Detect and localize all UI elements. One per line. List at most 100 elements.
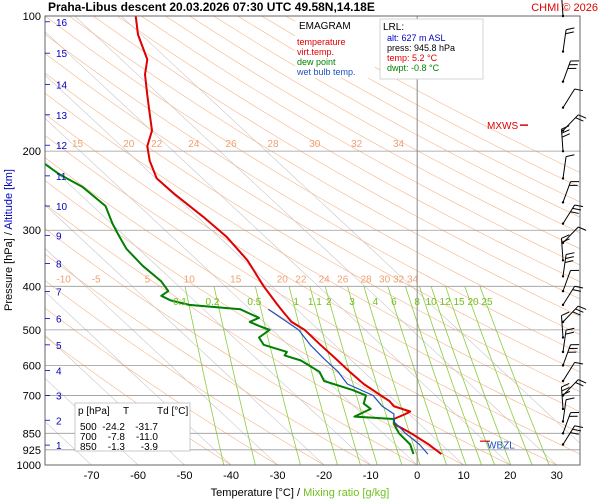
wind-barb bbox=[560, 234, 570, 262]
table-cell: -24.2 bbox=[102, 422, 125, 433]
x-tick-label: -20 bbox=[316, 470, 332, 482]
wind-barb bbox=[561, 204, 584, 225]
wind-barb-flag bbox=[561, 133, 571, 138]
wind-barb bbox=[561, 285, 584, 307]
wind-barb-flag bbox=[572, 428, 582, 432]
theta-label: 30 bbox=[309, 139, 321, 150]
theta-label: 26 bbox=[337, 274, 349, 285]
pressure-tick-label: 850 bbox=[23, 428, 41, 440]
wind-barb-flag bbox=[574, 285, 584, 289]
theta-label: 26 bbox=[226, 139, 238, 150]
wind-barb-flag bbox=[570, 412, 580, 414]
x-tick-label: -30 bbox=[270, 470, 286, 482]
theta-label: 34 bbox=[393, 139, 405, 150]
wind-barb-flag bbox=[575, 117, 584, 122]
dry-adiabat-line bbox=[165, 16, 580, 250]
wind-barb bbox=[561, 181, 580, 204]
theta-label: -10 bbox=[56, 274, 71, 285]
data-table-box bbox=[74, 402, 191, 452]
wind-barb-flag bbox=[565, 27, 575, 31]
wind-barb-base bbox=[561, 443, 565, 446]
altitude-tick-label: 5 bbox=[56, 341, 62, 352]
wind-barb-flag bbox=[569, 415, 578, 417]
theta-label: 28 bbox=[360, 274, 372, 285]
table-cell: -31.7 bbox=[135, 422, 158, 433]
wind-barb-shaft bbox=[560, 0, 564, 17]
mixing-ratio-label: 20 bbox=[467, 297, 479, 308]
pressure-tick-label: 1000 bbox=[17, 460, 41, 472]
wind-barb-base bbox=[561, 50, 565, 53]
x-axis-title-temperature: Temperature [°C] bbox=[211, 487, 297, 499]
theta-label: 15 bbox=[72, 139, 84, 150]
altitude-tick-label: 16 bbox=[56, 18, 68, 29]
wind-barb-base bbox=[561, 106, 565, 109]
dry-adiabat-line bbox=[92, 16, 580, 300]
theta-label: -5 bbox=[92, 274, 101, 285]
wind-barb-flag bbox=[572, 207, 582, 211]
wind-barb-flag bbox=[565, 331, 574, 335]
wind-barb-base bbox=[561, 129, 565, 132]
wind-barb-flag bbox=[570, 60, 580, 62]
theta-label: 24 bbox=[188, 139, 200, 150]
wind-barb-base bbox=[561, 222, 565, 225]
wind-barb-base bbox=[561, 275, 565, 278]
y-axis-title-pressure: Pressure [hPa] bbox=[3, 235, 15, 311]
table-cell: 500 bbox=[80, 422, 97, 433]
series-line-temperature bbox=[134, 16, 443, 455]
theta-label: 28 bbox=[267, 139, 279, 150]
altitude-tick-label: 11 bbox=[56, 172, 67, 183]
table-cell: -3.9 bbox=[141, 442, 159, 453]
wind-barb-flag bbox=[578, 305, 587, 310]
wind-barb bbox=[561, 269, 580, 293]
altitude-tick-label: 9 bbox=[56, 231, 62, 242]
wind-barb bbox=[561, 305, 587, 324]
dry-adiabat-line bbox=[141, 16, 580, 266]
lrl-heading: LRL: bbox=[383, 22, 404, 33]
dry-adiabat-line bbox=[45, 113, 580, 433]
dry-adiabat-line bbox=[189, 16, 580, 234]
wind-barb-shaft bbox=[562, 399, 567, 422]
dry-adiabat-line bbox=[45, 16, 580, 335]
altitude-tick-label: 13 bbox=[56, 111, 68, 122]
wind-barb-flag bbox=[569, 347, 578, 349]
wind-barb-base bbox=[561, 379, 565, 383]
wind-barb bbox=[561, 114, 587, 132]
theta-label: 20 bbox=[123, 139, 135, 150]
wind-barb-base bbox=[561, 201, 565, 204]
wind-barb-flag bbox=[570, 432, 579, 435]
wind-barb-flag bbox=[565, 154, 575, 158]
altitude-tick-label: 7 bbox=[56, 288, 62, 299]
x-tick-label: 20 bbox=[504, 470, 516, 482]
wind-barb-base bbox=[561, 432, 565, 435]
theta-label: 32 bbox=[351, 139, 363, 150]
wind-barb bbox=[560, 125, 571, 153]
lrl-row: dwpt: -0.8 °C bbox=[387, 63, 440, 73]
dry-adiabat-line bbox=[45, 53, 580, 373]
altitude-tick-label: 4 bbox=[56, 367, 62, 378]
pressure-tick-label: 200 bbox=[23, 146, 41, 158]
table-cell: -7.8 bbox=[108, 432, 126, 443]
mixing-ratio-label: 1.1 bbox=[308, 297, 322, 308]
altitude-tick-label: 14 bbox=[56, 80, 68, 91]
altitude-tick-label: 2 bbox=[56, 416, 62, 427]
wind-barb-shaft bbox=[562, 362, 576, 382]
x-axis-title-mixing-ratio: Mixing ratio [g/kg] bbox=[303, 487, 389, 499]
x-tick-label: -10 bbox=[363, 470, 379, 482]
wind-barb-base bbox=[561, 407, 565, 411]
x-tick-label: -50 bbox=[177, 470, 193, 482]
pressure-tick-label: 600 bbox=[23, 360, 41, 372]
wind-barb-flag bbox=[570, 181, 580, 183]
legend-box bbox=[295, 18, 375, 78]
dry-adiabat-line bbox=[68, 16, 580, 317]
altitude-tick-label: 6 bbox=[56, 315, 62, 326]
mxws-label: MXWS bbox=[487, 121, 518, 132]
lrl-box bbox=[379, 18, 484, 80]
y-axis-title: Pressure [hPa] / Altitude [km] bbox=[3, 169, 15, 311]
series-line-dew-point bbox=[45, 162, 415, 455]
wind-barb bbox=[561, 425, 584, 446]
wind-barb-flag bbox=[565, 256, 574, 259]
wind-barb-flag bbox=[574, 425, 584, 428]
wind-barb bbox=[561, 344, 580, 367]
chart-title: Praha-Libus descent 20.03.2026 07:30 UTC… bbox=[48, 0, 375, 14]
